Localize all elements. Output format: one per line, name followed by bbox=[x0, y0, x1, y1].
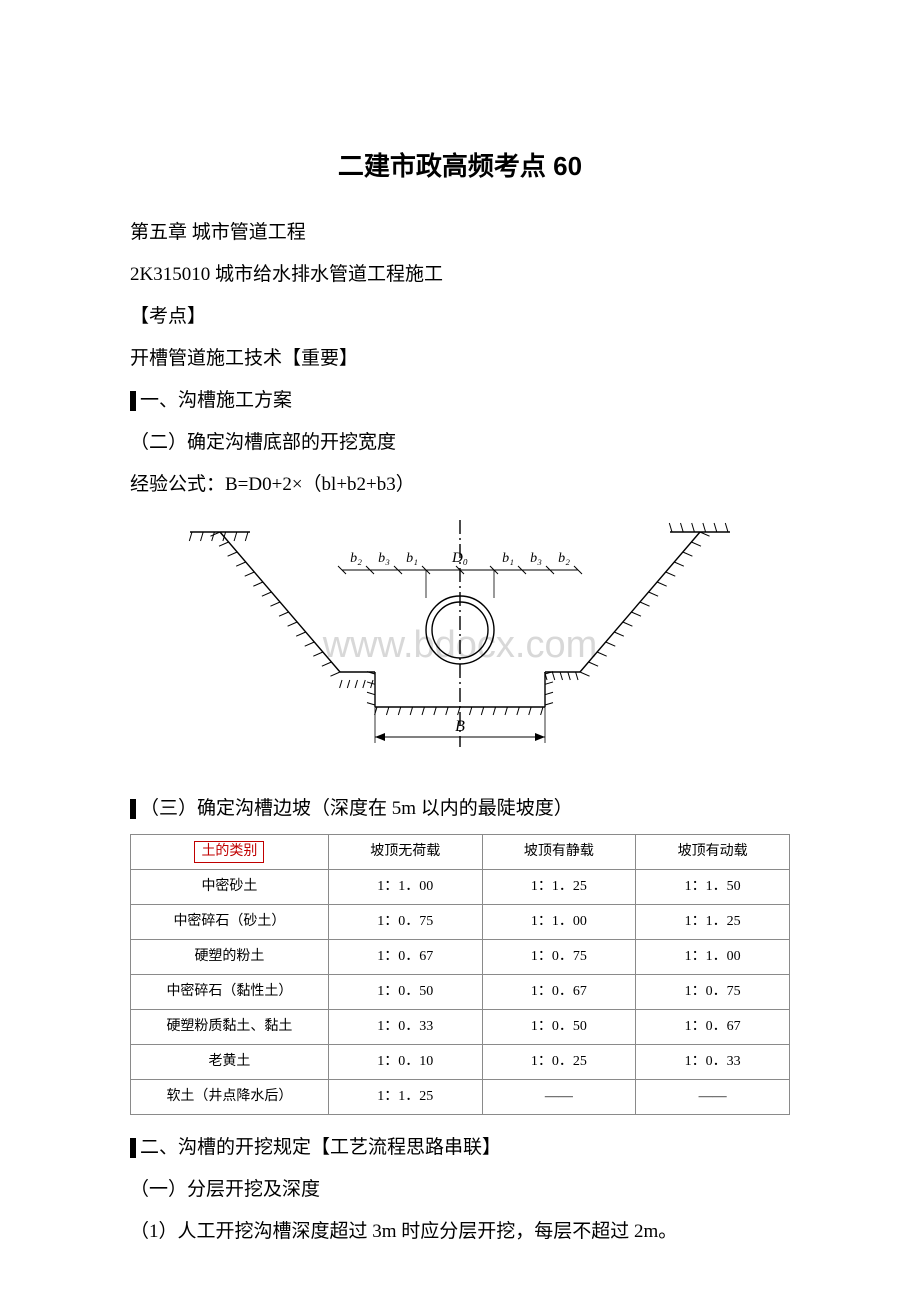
table-header-row: 土的类别 坡顶无荷载 坡顶有静载 坡顶有动载 bbox=[131, 835, 790, 870]
table-cell: 1：1．25 bbox=[328, 1080, 482, 1115]
table-cell: 1：0．67 bbox=[482, 975, 636, 1010]
table-cell: 1：1．25 bbox=[482, 870, 636, 905]
chapter-line: 第五章 城市管道工程 bbox=[130, 214, 790, 252]
section-3-heading: （三）确定沟槽边坡（深度在 5m 以内的最陡坡度） bbox=[130, 790, 790, 828]
kaodian-label: 【考点】 bbox=[130, 298, 790, 336]
table-cell: 1：0．75 bbox=[328, 905, 482, 940]
table-cell: 硬塑粉质黏土、黏土 bbox=[131, 1010, 329, 1045]
table-cell: 1：0．75 bbox=[482, 940, 636, 975]
table-header-cell: 坡顶无荷载 bbox=[328, 835, 482, 870]
table-cell: 1：0．50 bbox=[482, 1010, 636, 1045]
table-cell: 1：0．33 bbox=[328, 1010, 482, 1045]
table-cell: 1：1．00 bbox=[482, 905, 636, 940]
item-1-line: （1）人工开挖沟槽深度超过 3m 时应分层开挖，每层不超过 2m。 bbox=[130, 1213, 790, 1251]
svg-text:b₁: b₁ bbox=[406, 551, 418, 566]
table-body: 中密砂土1：1．001：1．251：1．50中密碎石（砂土）1：0．751：1．… bbox=[131, 870, 790, 1115]
svg-text:b₃: b₃ bbox=[530, 551, 542, 566]
table-cell: 中密碎石（砂土） bbox=[131, 905, 329, 940]
table-cell: 硬塑的粉土 bbox=[131, 940, 329, 975]
table-header-cell: 土的类别 bbox=[131, 835, 329, 870]
table-header-1: 坡顶无荷载 bbox=[370, 844, 440, 859]
section-3-text: （三）确定沟槽边坡（深度在 5m 以内的最陡坡度） bbox=[140, 790, 573, 828]
table-cell: 1：0．67 bbox=[636, 1010, 790, 1045]
table-row: 中密砂土1：1．001：1．251：1．50 bbox=[131, 870, 790, 905]
table-cell: 中密碎石（黏性土） bbox=[131, 975, 329, 1010]
svg-text:D₀: D₀ bbox=[451, 550, 468, 566]
table-cell: 1：1．00 bbox=[636, 940, 790, 975]
table-row: 老黄土1：0．101：0．251：0．33 bbox=[131, 1045, 790, 1080]
table-cell: 1：0．75 bbox=[636, 975, 790, 1010]
table-header-0: 土的类别 bbox=[194, 841, 264, 863]
section-marker-icon bbox=[130, 799, 136, 819]
table-cell: 1：1．50 bbox=[636, 870, 790, 905]
table-header-cell: 坡顶有静载 bbox=[482, 835, 636, 870]
section-marker-icon bbox=[130, 1138, 136, 1158]
table-cell: 1：1．00 bbox=[328, 870, 482, 905]
table-cell: 1：0．25 bbox=[482, 1045, 636, 1080]
trench-diagram: www.bdocx.comD₀b₁b₃b₂b₁b₃b₂B bbox=[130, 512, 790, 776]
svg-text:b₃: b₃ bbox=[378, 551, 390, 566]
table-cell: 1：0．50 bbox=[328, 975, 482, 1010]
table-cell: 1：0．10 bbox=[328, 1045, 482, 1080]
formula-line: 经验公式：B=D0+2×（bl+b2+b3） bbox=[130, 466, 790, 504]
svg-text:B: B bbox=[455, 718, 465, 735]
table-row: 中密碎石（黏性土）1：0．501：0．671：0．75 bbox=[131, 975, 790, 1010]
page-title: 二建市政高频考点 60 bbox=[130, 140, 790, 192]
table-cell: 1：0．33 bbox=[636, 1045, 790, 1080]
section-marker-icon bbox=[130, 391, 136, 411]
table-cell: —— bbox=[636, 1080, 790, 1115]
table-cell: 老黄土 bbox=[131, 1045, 329, 1080]
section-1-text: 一、沟槽施工方案 bbox=[140, 382, 292, 420]
section-2-text: 二、沟槽的开挖规定【工艺流程思路串联】 bbox=[140, 1129, 501, 1167]
code-line: 2K315010 城市给水排水管道工程施工 bbox=[130, 256, 790, 294]
table-header-3: 坡顶有动载 bbox=[678, 844, 748, 859]
trench-diagram-svg: www.bdocx.comD₀b₁b₃b₂b₁b₃b₂B bbox=[180, 512, 740, 762]
slope-table: 土的类别 坡顶无荷载 坡顶有静载 坡顶有动载 中密砂土1：1．001：1．251… bbox=[130, 834, 790, 1115]
sub-1-line: （一）分层开挖及深度 bbox=[130, 1171, 790, 1209]
table-row: 中密碎石（砂土）1：0．751：1．001：1．25 bbox=[131, 905, 790, 940]
sub-2-line: （二）确定沟槽底部的开挖宽度 bbox=[130, 424, 790, 462]
table-cell: —— bbox=[482, 1080, 636, 1115]
table-cell: 软土（井点降水后） bbox=[131, 1080, 329, 1115]
table-row: 软土（井点降水后）1：1．25———— bbox=[131, 1080, 790, 1115]
table-cell: 1：0．67 bbox=[328, 940, 482, 975]
table-cell: 中密砂土 bbox=[131, 870, 329, 905]
topic-line: 开槽管道施工技术【重要】 bbox=[130, 340, 790, 378]
table-row: 硬塑粉质黏土、黏土1：0．331：0．501：0．67 bbox=[131, 1010, 790, 1045]
table-header-2: 坡顶有静载 bbox=[524, 844, 594, 859]
table-cell: 1：1．25 bbox=[636, 905, 790, 940]
svg-text:b₁: b₁ bbox=[502, 551, 514, 566]
svg-text:b₂: b₂ bbox=[350, 551, 362, 566]
table-header-cell: 坡顶有动载 bbox=[636, 835, 790, 870]
section-1-heading: 一、沟槽施工方案 bbox=[130, 382, 790, 420]
section-2-heading: 二、沟槽的开挖规定【工艺流程思路串联】 bbox=[130, 1129, 790, 1167]
table-row: 硬塑的粉土1：0．671：0．751：1．00 bbox=[131, 940, 790, 975]
svg-text:b₂: b₂ bbox=[558, 551, 570, 566]
